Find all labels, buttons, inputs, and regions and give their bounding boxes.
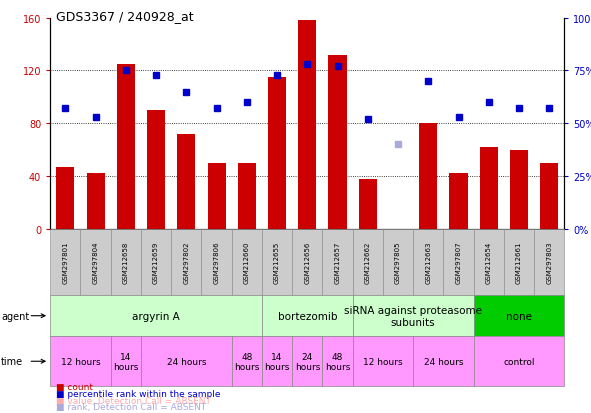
Text: GSM212656: GSM212656 (304, 241, 310, 283)
Text: GSM212657: GSM212657 (335, 241, 340, 283)
Bar (147, 111, 165, 229)
Text: 12 hours: 12 hours (61, 357, 100, 366)
Text: 14
hours: 14 hours (113, 352, 138, 371)
Text: GSM297803: GSM297803 (546, 241, 552, 283)
Bar (56, 167, 74, 229)
Text: 14
hours: 14 hours (264, 352, 290, 371)
Text: GSM297805: GSM297805 (395, 241, 401, 283)
Text: 24 hours: 24 hours (167, 357, 206, 366)
Text: 48
hours: 48 hours (234, 352, 259, 371)
Bar (419, 124, 437, 229)
Text: 24
hours: 24 hours (295, 352, 320, 371)
Text: GSM297802: GSM297802 (183, 241, 189, 283)
Text: 48
hours: 48 hours (325, 352, 350, 371)
Text: 12 hours: 12 hours (363, 357, 402, 366)
Text: GSM297807: GSM297807 (456, 241, 462, 283)
Text: GSM212654: GSM212654 (486, 241, 492, 283)
Text: GSM297804: GSM297804 (93, 241, 99, 283)
Bar (238, 164, 256, 229)
Bar (450, 174, 467, 229)
Bar (298, 21, 316, 229)
Bar (207, 164, 226, 229)
Text: GSM297801: GSM297801 (63, 241, 69, 283)
Text: control: control (504, 357, 535, 366)
Text: GSM297806: GSM297806 (213, 241, 220, 283)
Text: ■ percentile rank within the sample: ■ percentile rank within the sample (56, 389, 220, 398)
Bar (177, 134, 196, 229)
Text: GSM212659: GSM212659 (153, 241, 159, 283)
Bar (480, 147, 498, 229)
Bar (540, 164, 558, 229)
Text: bortezomib: bortezomib (278, 311, 337, 321)
Text: time: time (1, 356, 23, 366)
Bar (359, 179, 377, 229)
Text: GSM212660: GSM212660 (244, 241, 250, 283)
Text: GSM212658: GSM212658 (123, 241, 129, 283)
Text: GSM212663: GSM212663 (426, 241, 431, 283)
Bar (268, 78, 286, 229)
Text: ■ count: ■ count (56, 382, 93, 392)
Text: ■ rank, Detection Call = ABSENT: ■ rank, Detection Call = ABSENT (56, 402, 206, 411)
Text: argyrin A: argyrin A (132, 311, 180, 321)
Text: none: none (506, 311, 532, 321)
Text: siRNA against proteasome
subunits: siRNA against proteasome subunits (344, 305, 482, 327)
Text: GSM212662: GSM212662 (365, 241, 371, 283)
Bar (117, 65, 135, 229)
Text: 24 hours: 24 hours (424, 357, 463, 366)
Text: ■ value, Detection Call = ABSENT: ■ value, Detection Call = ABSENT (56, 396, 211, 405)
Bar (329, 55, 347, 229)
Bar (510, 150, 528, 229)
Text: GDS3367 / 240928_at: GDS3367 / 240928_at (56, 10, 194, 23)
Text: agent: agent (1, 311, 30, 321)
Text: GSM212661: GSM212661 (516, 241, 522, 283)
Text: GSM212655: GSM212655 (274, 241, 280, 283)
Bar (86, 174, 105, 229)
